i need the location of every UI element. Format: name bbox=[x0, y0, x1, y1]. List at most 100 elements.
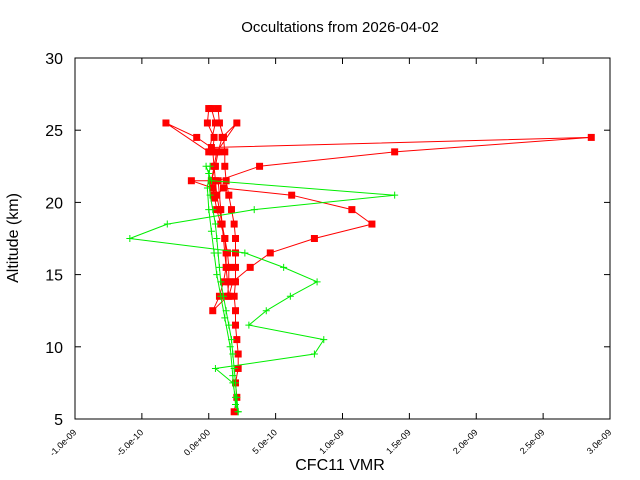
x-tick-label: 3.0e-09 bbox=[585, 427, 614, 456]
data-point-square bbox=[391, 148, 399, 156]
data-point-plus bbox=[225, 321, 233, 329]
x-tick-label: 0.0e+00 bbox=[182, 427, 212, 457]
data-point-plus bbox=[232, 379, 239, 387]
data-point-square bbox=[229, 278, 237, 286]
data-point-plus bbox=[391, 191, 399, 199]
data-point-plus bbox=[230, 364, 238, 372]
data-point-square bbox=[218, 133, 226, 141]
data-point-plus bbox=[205, 170, 213, 178]
data-point-plus bbox=[210, 249, 218, 257]
data-point-plus bbox=[203, 184, 211, 192]
y-tick-label: 30 bbox=[45, 51, 63, 68]
x-tick-label: 1.0e-09 bbox=[317, 427, 346, 456]
data-point-square bbox=[209, 184, 217, 192]
data-point-square bbox=[219, 184, 227, 192]
data-point-plus bbox=[226, 343, 234, 351]
data-point-square bbox=[211, 119, 219, 127]
data-point-square bbox=[232, 235, 239, 242]
data-point-plus bbox=[206, 162, 214, 170]
data-point-square bbox=[225, 191, 233, 199]
data-point-square bbox=[225, 292, 233, 300]
data-point-plus bbox=[229, 350, 237, 358]
y-tick-label: 5 bbox=[54, 412, 63, 429]
data-point-square bbox=[210, 194, 218, 202]
data-point-square bbox=[222, 177, 230, 185]
data-point-plus bbox=[221, 314, 229, 322]
data-point-plus bbox=[233, 393, 241, 401]
data-point-square bbox=[232, 307, 239, 315]
data-point-plus bbox=[234, 408, 242, 416]
data-point-plus bbox=[250, 206, 258, 214]
data-point-plus bbox=[227, 336, 235, 344]
data-point-square bbox=[221, 162, 229, 170]
data-point-square bbox=[217, 220, 225, 228]
data-point-square bbox=[213, 148, 221, 156]
data-point-plus bbox=[211, 364, 219, 372]
data-point-plus bbox=[217, 292, 225, 300]
data-point-plus bbox=[207, 227, 215, 235]
x-tick-label: 2.0e-09 bbox=[451, 427, 480, 456]
data-point-plus bbox=[211, 220, 219, 228]
data-point-square bbox=[221, 148, 229, 156]
data-point-plus bbox=[215, 263, 223, 271]
x-tick-label: 1.5e-09 bbox=[384, 427, 413, 456]
y-axis-label: Altitude (km) bbox=[5, 193, 22, 283]
data-point-square bbox=[587, 133, 595, 141]
data-point-square bbox=[310, 235, 318, 242]
data-point-square bbox=[233, 336, 241, 344]
plot-frame bbox=[74, 57, 611, 420]
data-point-square bbox=[215, 119, 223, 127]
data-point-plus bbox=[213, 271, 221, 279]
data-point-plus bbox=[286, 292, 294, 300]
y-tick-label: 15 bbox=[45, 268, 63, 285]
data-point-plus bbox=[232, 401, 239, 409]
data-point-plus bbox=[262, 307, 270, 315]
data-point-square bbox=[162, 119, 170, 127]
data-point-square bbox=[209, 307, 217, 315]
data-point-plus bbox=[310, 350, 318, 358]
data-point-square bbox=[230, 220, 238, 228]
data-point-square bbox=[234, 350, 242, 358]
data-point-square bbox=[205, 148, 213, 156]
data-point-square bbox=[234, 364, 242, 372]
data-point-square bbox=[232, 249, 239, 257]
x-tick-label: -5.0e-10 bbox=[115, 427, 146, 458]
data-point-square bbox=[230, 408, 238, 416]
data-point-plus bbox=[207, 177, 215, 185]
data-point-plus bbox=[320, 336, 328, 344]
data-point-square bbox=[256, 162, 264, 170]
data-point-square bbox=[288, 191, 296, 199]
data-point-square bbox=[246, 263, 254, 271]
data-point-square bbox=[230, 292, 238, 300]
data-point-square bbox=[348, 206, 356, 214]
series-occultation-red bbox=[162, 105, 595, 416]
data-point-square bbox=[207, 105, 215, 113]
data-point-square bbox=[211, 162, 219, 170]
data-point-plus bbox=[241, 249, 249, 257]
data-point-plus bbox=[126, 235, 134, 242]
data-point-plus bbox=[229, 372, 237, 380]
data-point-plus bbox=[313, 278, 321, 286]
data-point-square bbox=[187, 177, 195, 185]
data-point-square bbox=[193, 133, 201, 141]
x-tick-label: 2.5e-09 bbox=[518, 427, 547, 456]
data-point-square bbox=[210, 133, 218, 141]
data-point-square bbox=[222, 249, 230, 257]
data-point-square bbox=[213, 206, 221, 214]
data-point-plus bbox=[217, 278, 225, 286]
data-point-square bbox=[217, 206, 225, 214]
data-point-square bbox=[227, 206, 235, 214]
data-point-square bbox=[214, 105, 222, 113]
x-axis-label: CFC11 VMR bbox=[295, 457, 385, 474]
data-point-plus bbox=[222, 307, 230, 315]
data-point-plus bbox=[245, 321, 253, 329]
data-point-square bbox=[368, 220, 376, 228]
data-point-plus bbox=[280, 263, 288, 271]
data-point-plus bbox=[205, 206, 213, 214]
series-line bbox=[129, 166, 395, 412]
data-point-square bbox=[222, 263, 230, 271]
chart-title: Occultations from 2026-04-02 bbox=[241, 19, 439, 36]
data-point-square bbox=[266, 249, 274, 257]
data-point-plus bbox=[206, 191, 214, 199]
